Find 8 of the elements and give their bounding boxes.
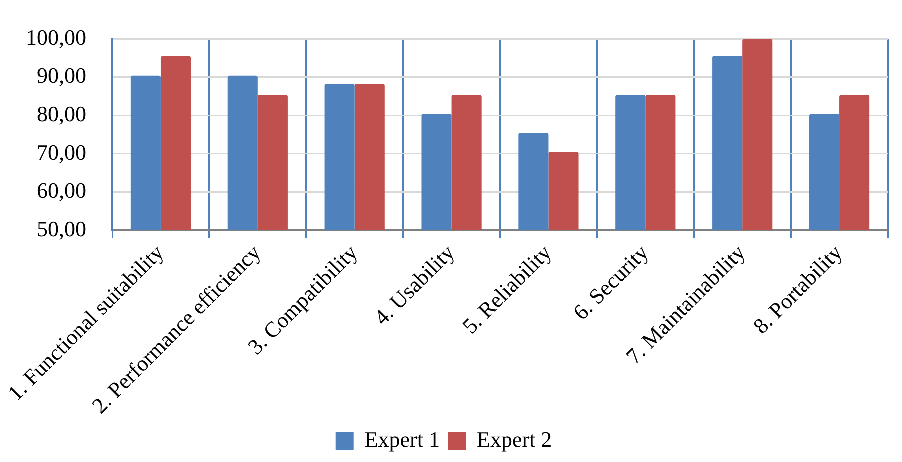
y-tick-label: 100,00 [26,24,86,50]
y-tick-label: 60,00 [37,178,86,204]
y-tick-label: 50,00 [37,216,86,242]
y-tick-label: 70,00 [37,140,86,165]
y-tick-label: 90,00 [37,63,86,88]
legend-label: Expert 2 [477,426,552,452]
y-tick-label: 80,00 [37,102,86,127]
legend-label: Expert 1 [364,426,440,452]
